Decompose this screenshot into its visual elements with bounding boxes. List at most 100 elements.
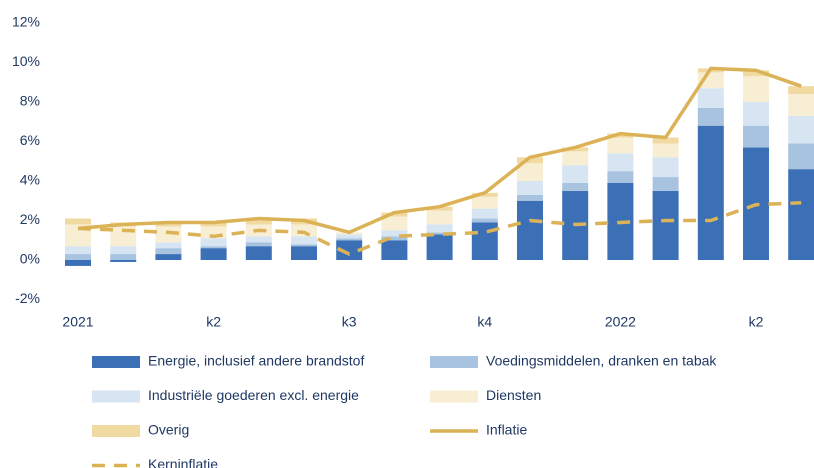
y-tick-label: 2% [20, 211, 40, 227]
bar-segment [607, 133, 634, 138]
bar-segment [336, 234, 363, 239]
bar-segment [562, 165, 589, 183]
bar-segment [336, 240, 363, 260]
legend-swatch [430, 390, 478, 403]
bar-segment [743, 70, 769, 77]
legend-swatch [430, 356, 478, 368]
bar-segment [517, 200, 543, 260]
bar-segment [381, 240, 408, 260]
x-tick-label: k2 [206, 314, 221, 330]
bar-segment [200, 238, 227, 247]
y-tick-label: 8% [20, 93, 40, 109]
bar-segment [155, 222, 182, 227]
bar-segment [652, 137, 679, 144]
bar-segment [426, 232, 453, 235]
bar-segment [65, 246, 91, 255]
bar-segment [517, 163, 543, 181]
bar-segment [291, 246, 317, 260]
bar-segment [562, 182, 589, 191]
bar-segment [607, 171, 634, 183]
bar-segment [245, 246, 272, 260]
bar-segment [517, 194, 543, 201]
bar-segment [697, 125, 724, 260]
bar-segment [697, 88, 724, 108]
bar-segment [426, 210, 453, 225]
bar-segment [381, 216, 408, 231]
x-tick-label: k4 [477, 314, 492, 330]
legend-label: Kerninflatie [148, 456, 218, 468]
bar-segment [788, 115, 814, 144]
bar-segment [426, 234, 453, 260]
legend-label: Industriële goederen excl. energie [148, 387, 359, 403]
bar-segment [291, 244, 317, 247]
bar-segment [652, 190, 679, 260]
bar-segment [110, 260, 137, 262]
bar-segment [652, 177, 679, 191]
bar-segment [245, 218, 272, 225]
bar-segment [471, 192, 498, 197]
y-tick-label: 10% [12, 53, 40, 69]
bar-segment [517, 157, 543, 164]
bar-segment [471, 222, 498, 260]
bar-segment [652, 143, 679, 158]
bar-segment [426, 206, 453, 211]
bar-segment [517, 181, 543, 195]
x-tick-label: k3 [342, 314, 357, 330]
bar-segment [381, 236, 408, 241]
bar-segment [200, 226, 227, 239]
bar-segment [155, 226, 182, 243]
legend-label: Diensten [486, 387, 541, 403]
bar-segment [743, 125, 769, 148]
y-tick-label: 6% [20, 132, 40, 148]
y-tick-label: -2% [15, 290, 40, 306]
bar-segment [697, 107, 724, 126]
bar-segment [743, 102, 769, 126]
bar-segment [200, 222, 227, 227]
bar-segment [245, 242, 272, 247]
bar-segment [200, 246, 227, 249]
bar-segment [607, 137, 634, 154]
bar-segment [788, 143, 814, 170]
bar-segment [110, 254, 137, 260]
bar-segment [381, 212, 408, 217]
bar-segment [562, 147, 589, 152]
bar-segment [291, 236, 317, 245]
bar-segment [426, 224, 453, 233]
bar-segment [743, 76, 769, 102]
bar-segment [155, 242, 182, 249]
y-tick-label: 12% [12, 14, 40, 30]
bar-segment [65, 254, 91, 260]
bar-segment [381, 230, 408, 237]
bar-segment [788, 94, 814, 116]
bar-segment [336, 238, 363, 241]
bar-segment [291, 224, 317, 237]
legend-swatch [92, 390, 140, 403]
legend-label: Voedingsmiddelen, dranken en tabak [486, 353, 717, 369]
bar-segment [65, 260, 91, 266]
bar-segment [155, 254, 182, 260]
legend-swatch [92, 356, 140, 368]
line-series [77, 200, 802, 256]
bar-segment [652, 157, 679, 178]
x-tick-label: 2022 [605, 314, 636, 330]
legend-label: Energie, inclusief andere brandstof [148, 353, 364, 369]
bar-segment [788, 169, 814, 260]
bar-segment [562, 151, 589, 166]
y-tick-label: 4% [20, 172, 40, 188]
legend-swatch [92, 425, 140, 437]
bar-segment [471, 208, 498, 219]
x-tick-label: k2 [749, 314, 764, 330]
bar-segment [110, 246, 137, 255]
bar-segment [471, 196, 498, 209]
bar-segment [788, 86, 814, 95]
y-tick-label: 0% [20, 251, 40, 267]
bar-segment [155, 248, 182, 255]
bar-segment [200, 248, 227, 260]
legend-label: Inflatie [486, 422, 527, 438]
bar-segment [245, 236, 272, 243]
legend-label: Overig [148, 422, 189, 438]
x-tick-label: 2021 [62, 314, 93, 330]
bar-segment [471, 218, 498, 223]
